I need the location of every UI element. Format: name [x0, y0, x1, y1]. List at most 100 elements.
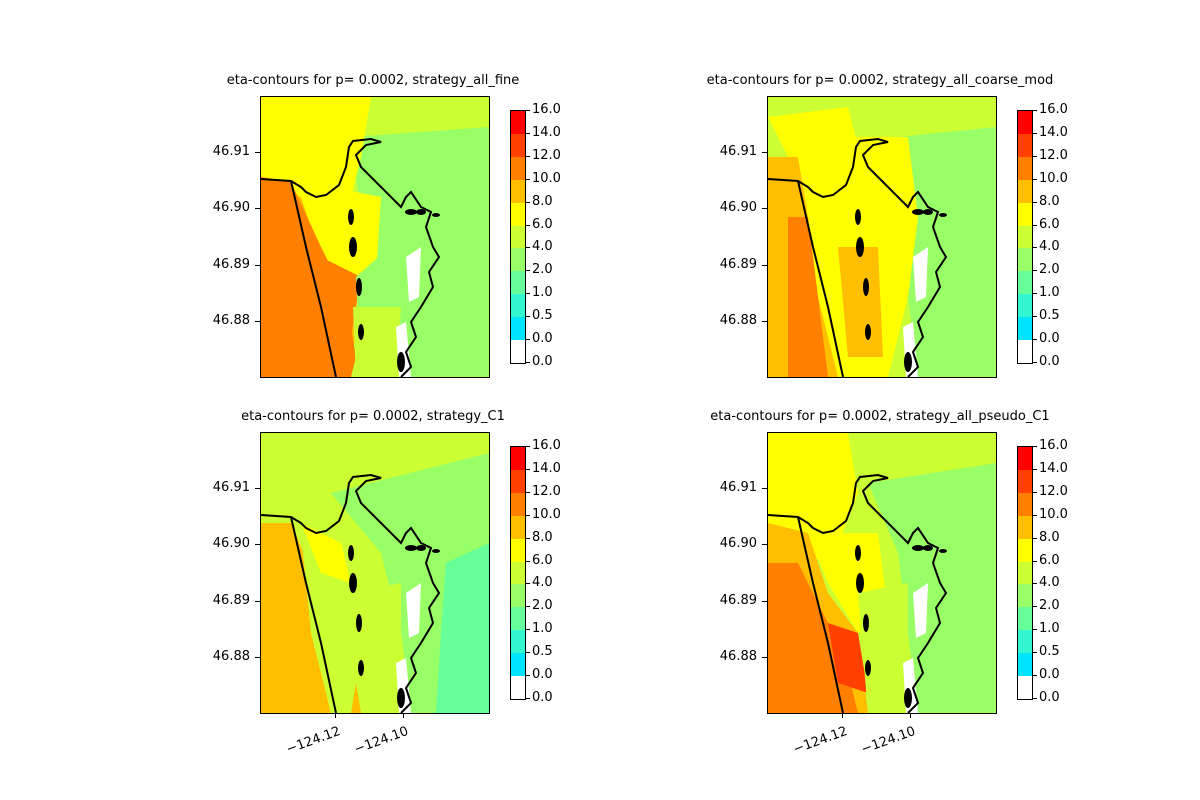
y-tick-label: 46.91 [212, 144, 250, 159]
colorbar-tick-label: 14.0 [532, 124, 561, 140]
colorbar-tick-mark [526, 132, 530, 134]
colorbar-tick-mark [1033, 446, 1037, 447]
colorbar-segment [511, 179, 525, 203]
colorbar-tick-label: 8.0 [1039, 529, 1060, 545]
contour-map [768, 97, 996, 377]
island-marker [923, 209, 933, 215]
colorbar [510, 446, 526, 700]
colorbar-tick-mark [1033, 514, 1037, 516]
colorbar-tick-mark [1033, 491, 1037, 493]
y-tick-mark [762, 265, 767, 266]
dry-region [406, 583, 421, 638]
y-tick-label: 46.89 [212, 593, 250, 608]
y-tick-label: 46.90 [719, 200, 757, 215]
colorbar-tick-mark [1033, 110, 1037, 111]
colorbar-segment [1018, 538, 1032, 562]
coastline [290, 516, 337, 713]
colorbar-tick-mark [526, 652, 530, 654]
dry-region [406, 247, 421, 302]
colorbar-tick-mark [1033, 560, 1037, 562]
colorbar-segment [1018, 492, 1032, 516]
y-tick-label: 46.90 [719, 536, 757, 551]
y-tick-mark [762, 321, 767, 322]
coastline [797, 516, 844, 713]
colorbar-segment [1018, 340, 1032, 363]
colorbar-tick-label: 16.0 [1039, 102, 1068, 117]
colorbar-tick-mark [1033, 178, 1037, 180]
colorbar-segment [1018, 111, 1032, 134]
colorbar-tick-label: 2.0 [1039, 262, 1060, 278]
colorbar-segment [1018, 607, 1032, 631]
y-tick-label: 46.89 [719, 593, 757, 608]
island-marker [863, 614, 869, 632]
colorbar-tick-mark [526, 178, 530, 180]
y-tick-mark [255, 657, 260, 658]
colorbar-segment [1018, 202, 1032, 226]
colorbar-tick-mark [1033, 132, 1037, 134]
colorbar-tick-mark [1033, 537, 1037, 539]
colorbar-tick-label: 8.0 [1039, 193, 1060, 209]
colorbar-tick-mark [1033, 155, 1037, 157]
colorbar-tick-label: 14.0 [1039, 124, 1068, 140]
colorbar-tick-mark [526, 110, 530, 111]
colorbar-segment [511, 271, 525, 295]
panel-title: eta-contours for p= 0.0002, strategy_all… [226, 73, 520, 88]
island-marker [856, 237, 864, 257]
colorbar-segment [1018, 317, 1032, 341]
x-tick-mark [403, 713, 404, 718]
colorbar-tick-label: 12.0 [1039, 483, 1068, 499]
colorbar-tick-label: 0.0 [532, 690, 553, 705]
contour-region [768, 107, 858, 157]
contour-region [858, 583, 908, 713]
colorbar-segment [1018, 156, 1032, 180]
colorbar-tick-label: 4.0 [532, 239, 553, 255]
contour-region [351, 583, 401, 713]
island-marker [863, 278, 869, 296]
colorbar-tick-mark [526, 606, 530, 608]
y-tick-mark [255, 265, 260, 266]
island-marker [855, 545, 861, 561]
x-tick-label: −124.10 [859, 724, 918, 758]
y-tick-mark [255, 321, 260, 322]
colorbar-segment [511, 561, 525, 585]
colorbar-segment [1018, 630, 1032, 654]
map-plot-area [260, 96, 490, 378]
y-tick-label: 46.89 [719, 257, 757, 272]
colorbar-tick-mark [1033, 583, 1037, 585]
colorbar-segment [511, 156, 525, 180]
colorbar-segment [511, 515, 525, 539]
island-marker [912, 545, 924, 551]
island-marker [923, 545, 933, 551]
colorbar-segment [511, 133, 525, 157]
colorbar-segment [511, 584, 525, 608]
colorbar-tick-label: 0.5 [1039, 308, 1060, 324]
colorbar-tick-label: 0.5 [532, 308, 553, 324]
island-marker [432, 213, 440, 217]
colorbar-tick-mark [526, 583, 530, 585]
colorbar-segment [511, 317, 525, 341]
island-marker [405, 545, 417, 551]
panel-title: eta-contours for p= 0.0002, strategy_all… [706, 73, 1054, 88]
colorbar-tick-label: 1.0 [532, 621, 553, 637]
colorbar-segment [511, 294, 525, 318]
colorbar-tick-mark [526, 362, 530, 363]
map-plot-area [260, 432, 490, 714]
y-tick-label: 46.88 [719, 649, 757, 664]
x-tick-label: −124.12 [284, 724, 343, 758]
colorbar-tick-mark [526, 446, 530, 447]
island-marker [405, 209, 417, 215]
colorbar-tick-label: 4.0 [1039, 575, 1060, 591]
colorbar-tick-mark [1033, 362, 1037, 363]
island-marker [416, 209, 426, 215]
contour-map [261, 433, 489, 713]
colorbar-tick-mark [1033, 606, 1037, 608]
colorbar-tick-mark [1033, 339, 1037, 341]
island-marker [356, 614, 362, 632]
colorbar-tick-mark [1033, 247, 1037, 249]
colorbar-tick-label: 10.0 [1039, 170, 1068, 186]
island-marker [349, 237, 357, 257]
colorbar-tick-label: 16.0 [532, 102, 561, 117]
colorbar-tick-label: 0.0 [1039, 354, 1060, 369]
colorbar-segment [511, 538, 525, 562]
